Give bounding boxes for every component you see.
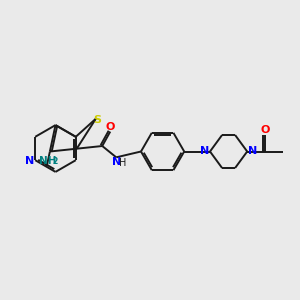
- Text: N: N: [25, 156, 34, 167]
- Text: H: H: [118, 158, 126, 168]
- Text: N: N: [200, 146, 209, 157]
- Text: N: N: [248, 146, 257, 157]
- Text: 2: 2: [52, 157, 58, 166]
- Text: O: O: [106, 122, 115, 132]
- Text: S: S: [93, 115, 101, 125]
- Text: N: N: [112, 157, 122, 167]
- Text: O: O: [260, 125, 270, 135]
- Text: NH: NH: [39, 156, 57, 167]
